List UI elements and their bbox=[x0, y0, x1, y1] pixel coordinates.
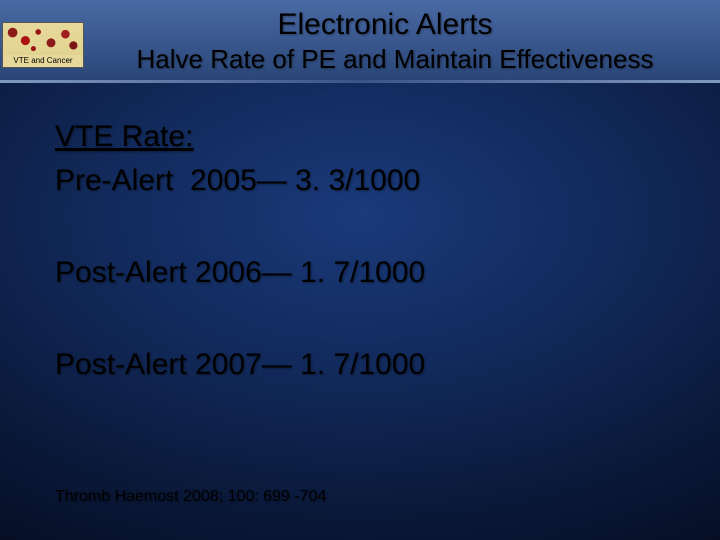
body-line-2: Post-Alert 2006— 1. 7/1000 bbox=[55, 256, 680, 290]
logo: VTE and Cancer bbox=[2, 22, 84, 68]
body-heading: VTE Rate: bbox=[55, 120, 680, 154]
slide-body: VTE Rate: Pre-Alert 2005— 3. 3/1000 Post… bbox=[55, 120, 680, 440]
citation: Thromb Haemost 2008; 100: 699 -704 bbox=[55, 488, 326, 506]
header-bar: VTE and Cancer Electronic Alerts Halve R… bbox=[0, 0, 720, 80]
body-line-1: Pre-Alert 2005— 3. 3/1000 bbox=[55, 164, 680, 198]
cells-icon bbox=[3, 23, 83, 55]
header-text: Electronic Alerts Halve Rate of PE and M… bbox=[90, 0, 720, 80]
slide: VTE and Cancer Electronic Alerts Halve R… bbox=[0, 0, 720, 540]
logo-caption: VTE and Cancer bbox=[3, 55, 83, 67]
slide-title: Electronic Alerts bbox=[90, 8, 720, 42]
body-line-3: Post-Alert 2007— 1. 7/1000 bbox=[55, 348, 680, 382]
slide-subtitle: Halve Rate of PE and Maintain Effectiven… bbox=[90, 44, 720, 75]
